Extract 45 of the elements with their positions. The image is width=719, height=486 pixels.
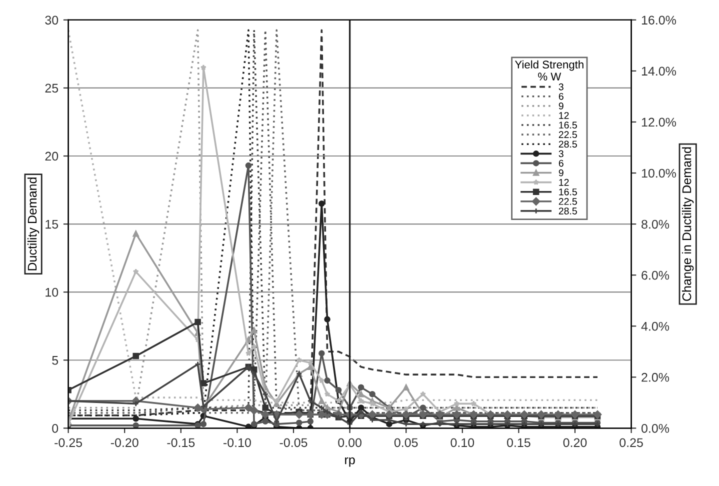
legend-label: 9: [558, 169, 564, 176]
y2-tick-label: 2.0%: [642, 372, 670, 382]
y-tick-label: 20: [45, 152, 58, 161]
y2-axis-title: Change in Ductility Demand: [682, 147, 694, 301]
x-tick-label: 0.15: [507, 438, 530, 448]
y2-tick-label: 8.0%: [642, 220, 670, 229]
legend-label: 12: [559, 178, 569, 186]
legend-label: 22.5: [558, 131, 577, 138]
x-tick-label: 0.25: [620, 438, 643, 448]
y2-tick-label: 12.0%: [642, 118, 676, 127]
y-tick-label: 5: [52, 356, 58, 365]
legend-label: 12: [559, 112, 569, 119]
y2-tick-label: 10.0%: [642, 168, 676, 178]
y2-tick-label: 4.0%: [641, 322, 670, 331]
legend-title: Yield Strength % W: [514, 60, 584, 80]
y2-tick-label: 14.0%: [642, 66, 676, 76]
legend-label: 16.5: [559, 188, 577, 196]
x-tick-label: 0.20: [563, 438, 587, 448]
x-tick-label: -0.25: [54, 438, 82, 448]
y-tick-label: 0: [52, 424, 58, 433]
x-tick-label: 0.05: [394, 438, 418, 448]
y-tick-label: 30: [45, 16, 58, 25]
legend-label: 6: [558, 160, 564, 167]
legend-label: 22.5: [558, 198, 577, 205]
x-tick-label: -0.20: [110, 438, 138, 448]
legend-label: 6: [558, 92, 564, 100]
x-tick-label: -0.10: [224, 438, 251, 448]
x-tick-label: 0.00: [338, 438, 362, 448]
y2-tick-label: 0.0%: [641, 424, 670, 433]
legend-label: 9: [558, 102, 564, 110]
y-axis-title: Ductility Demand: [27, 178, 40, 270]
legend-label: 28.5: [558, 208, 577, 214]
legend-label: 3: [558, 83, 564, 90]
y-tick-label: 10: [46, 288, 58, 297]
x-tick-label: -0.15: [167, 438, 195, 448]
x-axis-title: rp: [345, 457, 355, 467]
y2-tick-label: 6.0%: [642, 270, 670, 280]
legend-label: 3: [558, 150, 564, 158]
y-tick-label: 15: [46, 220, 58, 229]
legend-label: 16.5: [559, 122, 577, 129]
legend-label: 28.5: [558, 140, 577, 148]
y-tick-label: 25: [45, 84, 58, 93]
y2-tick-label: 16.0%: [642, 16, 676, 25]
x-tick-label: 0.10: [450, 438, 474, 448]
x-tick-label: -0.05: [280, 438, 308, 448]
